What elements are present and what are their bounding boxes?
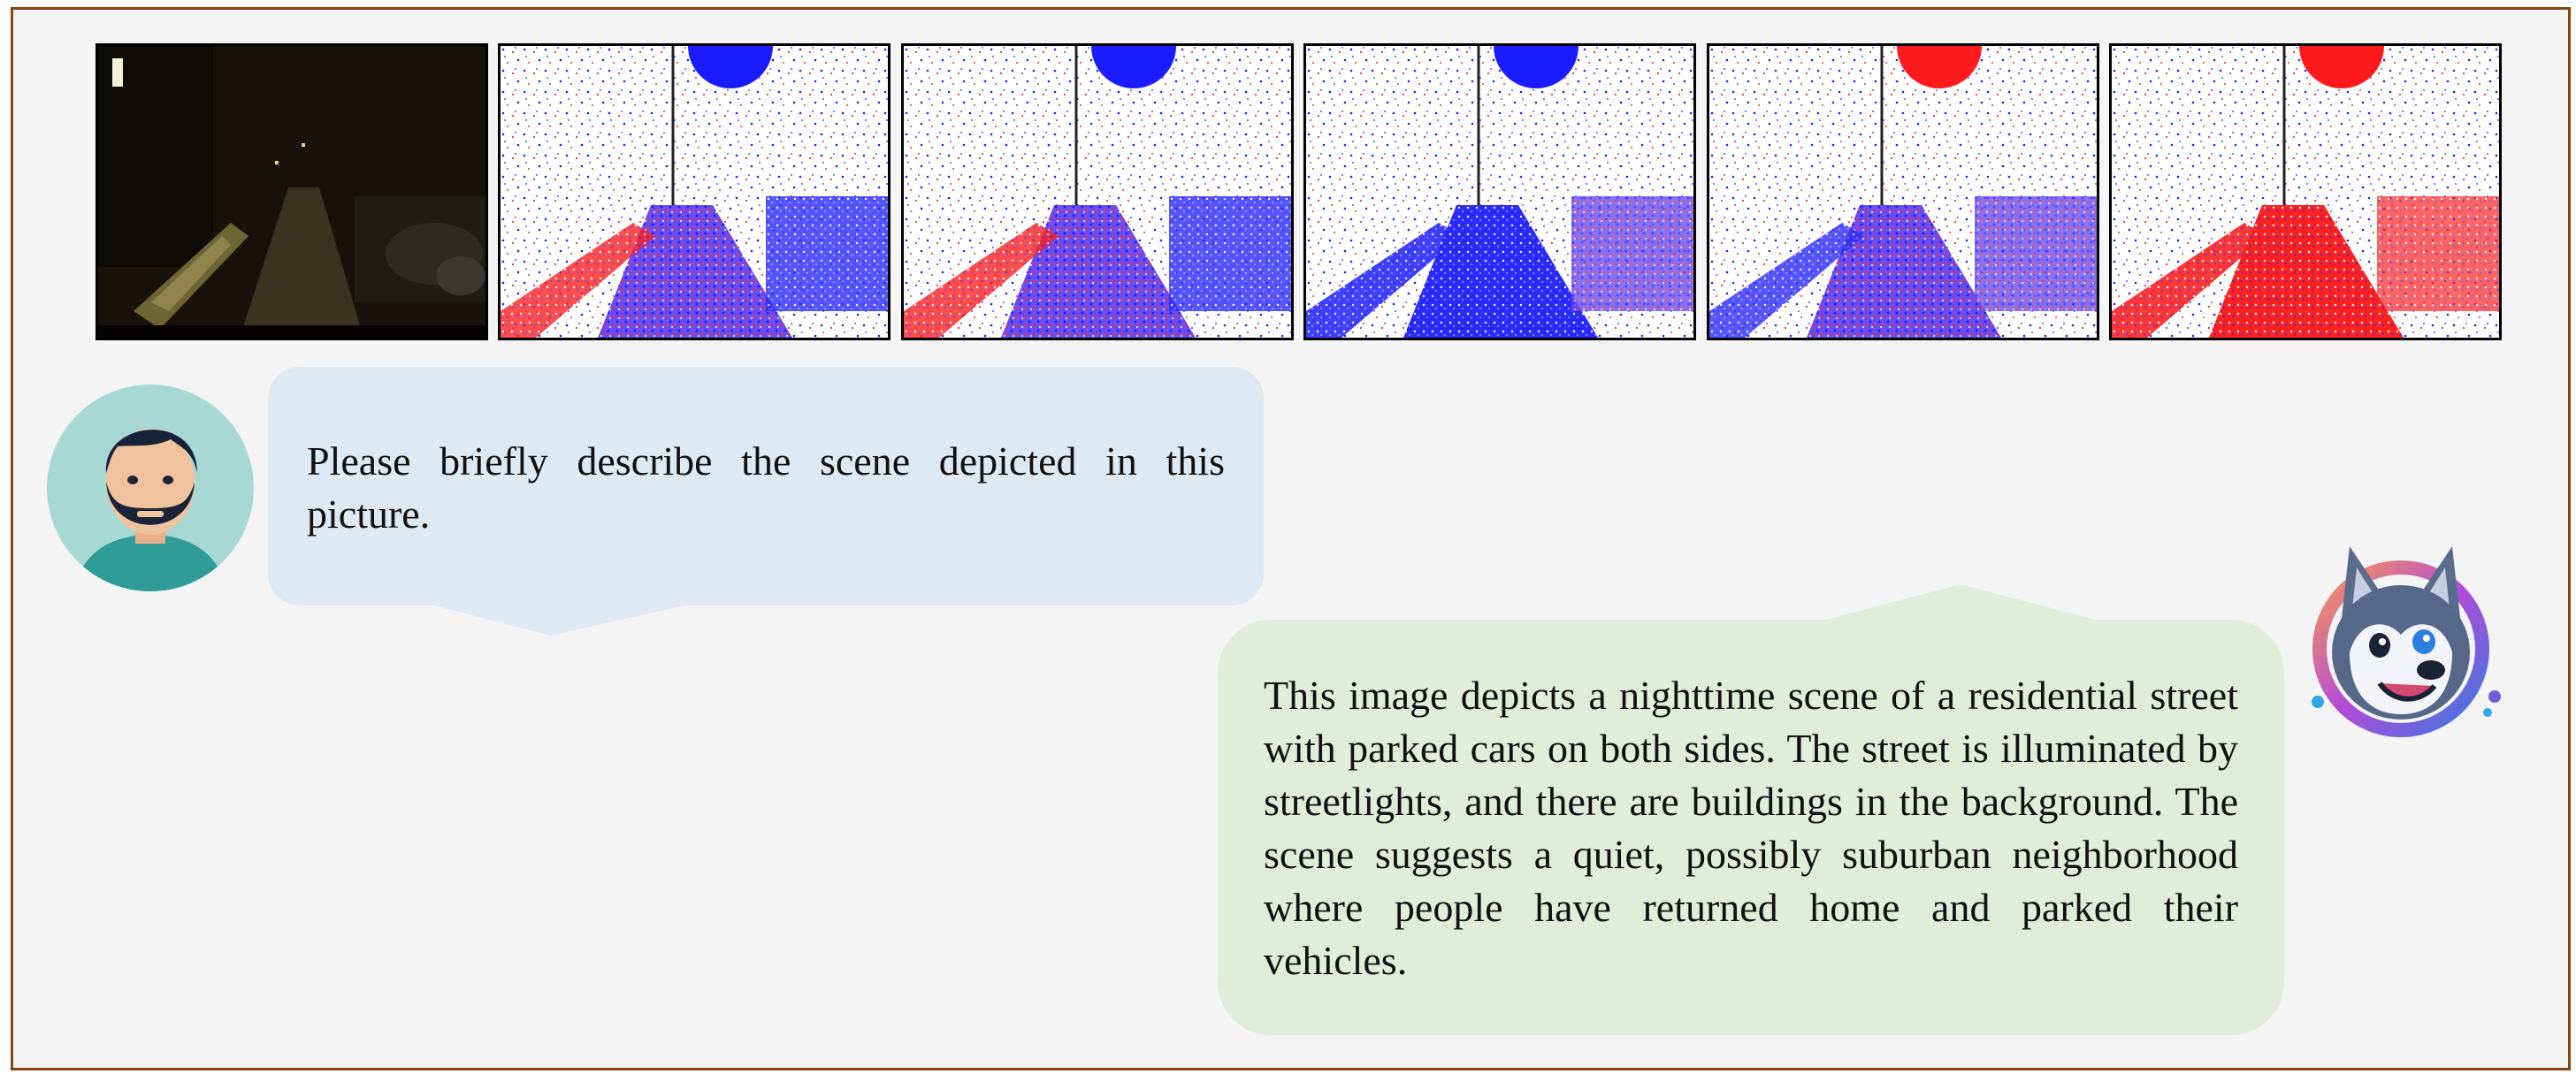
event-map-5 bbox=[2109, 43, 2502, 340]
event-map-4 bbox=[1707, 43, 2099, 340]
event-map-3 bbox=[1303, 43, 1696, 340]
assistant-message-text: This image depicts a nighttime scene of … bbox=[1264, 673, 2238, 983]
bearded-man-avatar-icon bbox=[47, 385, 254, 591]
night-street-photo bbox=[96, 43, 488, 340]
event-map-1 bbox=[498, 43, 891, 340]
event-map-2 bbox=[901, 43, 1294, 340]
user-message-bubble: Please briefly describe the scene depict… bbox=[268, 367, 1264, 636]
user-message-text: Please briefly describe the scene depict… bbox=[307, 438, 1225, 537]
husky-mascot-icon bbox=[2305, 537, 2511, 758]
assistant-message-bubble: This image depicts a nighttime scene of … bbox=[1218, 584, 2284, 1035]
figure-frame: Please briefly describe the scene depict… bbox=[11, 7, 2571, 1070]
